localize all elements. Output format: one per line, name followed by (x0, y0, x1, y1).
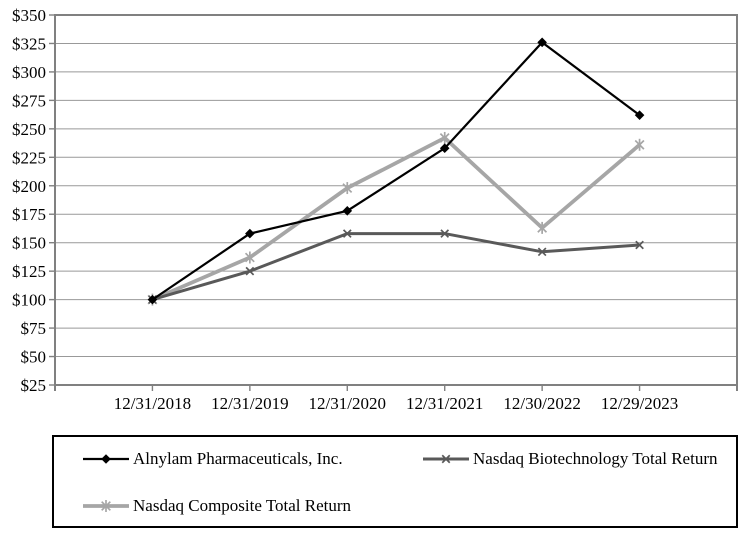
y-axis-label: $325 (12, 34, 46, 53)
legend-label-nasdaq-biotechnology: Nasdaq Biotechnology Total Return (473, 449, 718, 468)
performance-line-chart: $25 $50 $75 $100 $125 $150 $175 $200 $225 $250 $27… (12, 6, 738, 413)
y-axis-label: $350 (12, 6, 46, 25)
x-axis-label: 12/31/2020 (309, 394, 386, 413)
diamond-marker (101, 454, 111, 464)
legend-label-alnylam: Alnylam Pharmaceuticals, Inc. (133, 449, 343, 468)
legend-item-nasdaq-composite: Nasdaq Composite Total Return (82, 496, 422, 516)
y-axis-label: $25 (21, 376, 47, 395)
series-line-1 (152, 232, 640, 302)
diamond-marker (439, 143, 450, 153)
legend-label-nasdaq-composite: Nasdaq Composite Total Return (133, 496, 352, 515)
x-axis-label: 12/30/2022 (503, 394, 580, 413)
x-marker (635, 240, 644, 250)
asterisk-line-marker-icon (83, 500, 129, 512)
x-axis-label: 12/29/2023 (601, 394, 678, 413)
x-marker (537, 247, 547, 257)
x-marker (245, 266, 255, 276)
x-line-marker-icon (423, 454, 469, 464)
y-axis-label: $50 (21, 348, 47, 367)
series-line-2 (151, 135, 641, 302)
legend-item-nasdaq-biotechnology: Nasdaq Biotechnology Total Return (422, 449, 717, 469)
y-axis-label: $125 (12, 262, 46, 281)
legend-row: Alnylam Pharmaceuticals, Inc. Nasdaq Bio… (82, 449, 736, 469)
diamond-marker (634, 110, 645, 120)
y-axis-label: $225 (12, 148, 46, 167)
diamond-marker (342, 206, 353, 216)
chart-legend: Alnylam Pharmaceuticals, Inc. Nasdaq Bio… (52, 435, 738, 528)
legend-item-alnylam: Alnylam Pharmaceuticals, Inc. (82, 449, 422, 469)
y-axis-label: $75 (21, 319, 47, 338)
y-axis-label: $250 (12, 120, 46, 139)
series-line-0 (151, 40, 641, 301)
legend-row: Nasdaq Composite Total Return (82, 496, 736, 516)
x-axis-label: 12/31/2021 (406, 394, 483, 413)
y-axis-label: $200 (12, 177, 46, 196)
y-axis-label: $100 (12, 291, 46, 310)
x-marker (342, 229, 352, 238)
x-marker (440, 229, 450, 238)
x-axis-label: 12/31/2019 (211, 394, 288, 413)
plot-border (54, 14, 738, 386)
y-axis-label: $300 (12, 63, 46, 82)
y-axis-label: $175 (12, 205, 46, 224)
y-axis-label: $275 (12, 91, 46, 110)
diamond-marker (245, 228, 255, 239)
diamond-marker (147, 294, 158, 305)
x-marker (441, 454, 451, 464)
y-axis-label: $150 (12, 234, 46, 253)
diamond-line-marker-icon (83, 454, 129, 464)
diamond-marker (537, 37, 547, 48)
x-axis-label: 12/31/2018 (114, 394, 191, 413)
